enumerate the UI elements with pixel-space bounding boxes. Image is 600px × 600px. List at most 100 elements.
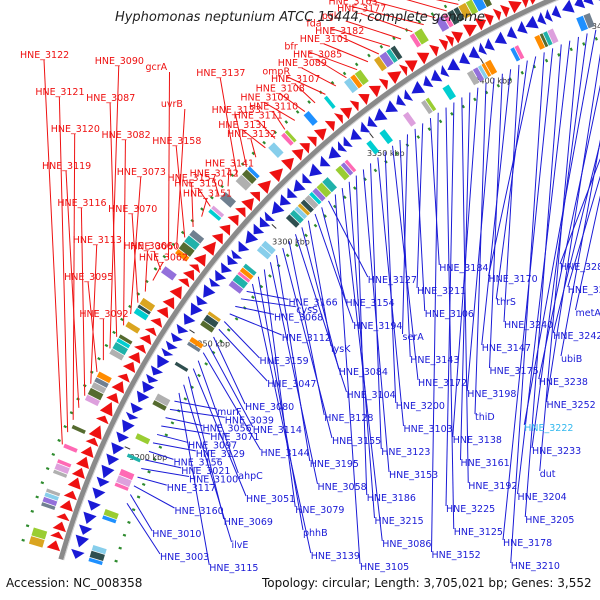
reverse-gene-arrow	[161, 347, 174, 357]
forward-gene-label: HNE_3119	[42, 161, 91, 172]
forward-gene-arrow	[463, 24, 477, 37]
outer-dot-tick	[417, 20, 422, 24]
inner-dot-tick	[450, 112, 454, 116]
scale-tick-label: 3200 kbp	[130, 453, 168, 462]
category-block	[84, 394, 100, 407]
category-block	[154, 393, 171, 407]
reverse-label-leader	[314, 213, 354, 324]
reverse-label-leader	[251, 283, 312, 554]
forward-gene-arrow	[178, 278, 190, 288]
reverse-gene-label: HNE_3129	[196, 449, 245, 460]
reverse-label-leader	[341, 188, 383, 542]
inner-dot-tick	[473, 97, 477, 102]
scale-tick	[124, 446, 131, 450]
reverse-gene-arrow	[215, 269, 227, 281]
category-block	[91, 382, 107, 394]
reverse-gene-arrow	[245, 230, 259, 244]
forward-gene-arrow	[451, 31, 464, 44]
forward-gene-arrow	[249, 191, 260, 202]
reverse-gene-label: HNE_3097	[188, 440, 237, 451]
reverse-gene-label: ahpC	[238, 471, 263, 482]
reverse-label-leader	[539, 36, 579, 472]
inner-dot-tick	[394, 151, 399, 156]
forward-gene-arrow	[404, 60, 418, 73]
category-block	[268, 142, 284, 158]
reverse-label-leader	[161, 425, 211, 435]
forward-gene-label: HNE_3107	[271, 74, 320, 85]
reverse-gene-label: HNE_3143	[410, 355, 459, 366]
reverse-gene-arrow	[517, 21, 528, 34]
inner-dot-tick	[234, 317, 239, 321]
category-block	[241, 169, 257, 184]
reverse-label-leader	[523, 29, 597, 426]
reverse-gene-label: HNE_3178	[503, 538, 552, 549]
category-block	[103, 509, 119, 520]
category-block	[184, 235, 200, 251]
forward-label-leader	[279, 93, 306, 112]
forward-gene-arrow	[291, 149, 304, 161]
forward-gene-arrow	[398, 64, 408, 77]
forward-gene-arrow	[117, 373, 130, 383]
forward-gene-arrow	[339, 107, 353, 120]
forward-gene-arrow	[508, 0, 522, 14]
reverse-label-leader	[524, 44, 562, 518]
forward-gene-label: HNE_3122	[20, 50, 69, 61]
reverse-gene-arrow	[146, 373, 159, 384]
forward-gene-label: ompR	[262, 66, 290, 77]
reverse-gene-label: HNE_3127	[368, 275, 417, 286]
inner-dot-tick	[544, 58, 549, 63]
forward-gene-label: HNE_3087	[86, 93, 135, 104]
reverse-label-leader	[282, 247, 333, 439]
forward-gene-label: HNE_3109	[240, 92, 289, 103]
outer-dot-tick	[240, 162, 245, 166]
reverse-gene-arrow	[537, 12, 547, 25]
reverse-label-leader	[152, 442, 196, 452]
category-block	[114, 482, 129, 491]
reverse-gene-arrow	[478, 42, 488, 55]
reverse-label-leader	[141, 468, 190, 478]
inner-dot-tick	[294, 243, 299, 248]
reverse-gene-arrow	[136, 390, 150, 403]
category-block	[316, 182, 332, 198]
outer-dot-tick	[220, 184, 224, 189]
inner-dot-tick	[461, 104, 466, 109]
reverse-label-leader	[223, 321, 260, 359]
forward-gene-arrow	[306, 136, 317, 147]
forward-label-leader	[58, 96, 69, 433]
reverse-gene-label: HNE_3166	[289, 297, 338, 308]
reverse-label-leader	[192, 368, 247, 497]
reverse-label-leader	[240, 298, 297, 308]
inner-dot-tick	[323, 214, 327, 218]
outer-dot-tick	[200, 207, 204, 211]
reverse-gene-label: phhB	[303, 528, 328, 539]
forward-gene-arrow	[483, 13, 494, 26]
forward-gene-label: HNE_3163	[328, 0, 377, 8]
forward-gene-arrow	[63, 490, 77, 501]
genome-summary-text: Topology: circular; Length: 3,705,021 bp…	[262, 576, 592, 590]
category-block	[102, 515, 117, 524]
category-block	[425, 97, 437, 112]
forward-gene-arrow	[67, 477, 81, 490]
category-block	[54, 463, 70, 475]
forward-gene-label: HNE_3133	[212, 105, 261, 116]
category-block	[203, 314, 219, 328]
forward-label-leader	[235, 114, 247, 167]
category-block	[304, 195, 319, 209]
category-block	[534, 34, 546, 50]
category-block	[125, 321, 141, 334]
inner-dot-tick	[122, 533, 127, 537]
outer-dot-tick	[51, 452, 56, 457]
reverse-gene-label: HNE_3047	[267, 379, 316, 390]
inner-dot-tick	[219, 339, 223, 343]
reverse-gene-label: HNE_3139	[311, 551, 360, 562]
forward-label-leader	[131, 213, 139, 303]
forward-label-leader	[87, 281, 98, 372]
reverse-gene-label: HNE_3128	[324, 413, 373, 424]
reverse-gene-arrow	[447, 58, 461, 71]
forward-gene-arrow	[134, 344, 147, 354]
category-block	[312, 187, 326, 202]
reverse-gene-label: cysS	[296, 305, 318, 316]
category-block	[211, 205, 225, 218]
forward-label-leader	[435, 0, 459, 5]
forward-gene-arrow	[445, 34, 455, 47]
